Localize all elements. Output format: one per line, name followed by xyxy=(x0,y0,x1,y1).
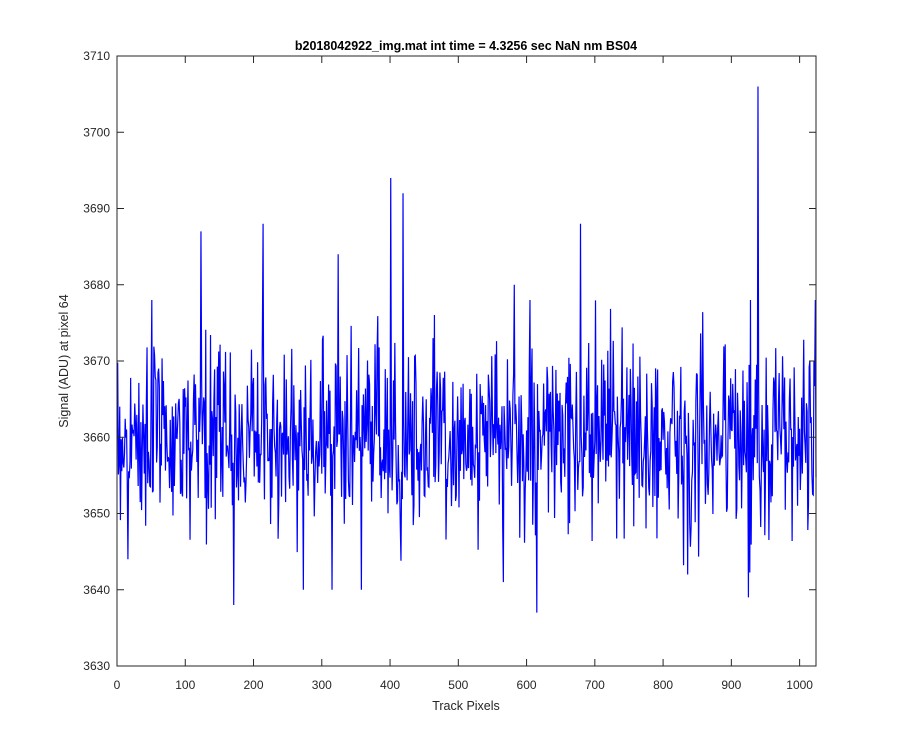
x-tick-label: 800 xyxy=(653,678,673,692)
x-tick-label: 1000 xyxy=(786,678,813,692)
x-tick-label: 200 xyxy=(244,678,264,692)
series-line xyxy=(117,86,817,613)
y-axis-label: Signal (ADU) at pixel 64 xyxy=(57,294,71,427)
y-tick-label: 3680 xyxy=(83,278,110,292)
x-tick-label: 400 xyxy=(380,678,400,692)
x-tick-label: 600 xyxy=(517,678,537,692)
y-tick-label: 3630 xyxy=(83,659,110,673)
axes-box xyxy=(116,55,817,667)
x-tick-label: 500 xyxy=(448,678,468,692)
chart-title: b2018042922_img.mat int time = 4.3256 se… xyxy=(295,39,637,53)
x-tick-label: 300 xyxy=(312,678,332,692)
x-tick-label: 900 xyxy=(721,678,741,692)
plot-area xyxy=(116,55,817,667)
x-axis-label: Track Pixels xyxy=(432,699,500,713)
x-tick-label: 100 xyxy=(175,678,195,692)
y-tick-label: 3710 xyxy=(83,49,110,63)
y-tick-label: 3700 xyxy=(83,125,110,139)
x-axis: 0 100 200 300 400 500 600 700 800 900 1000 xyxy=(114,56,813,692)
x-tick-label: 700 xyxy=(585,678,605,692)
y-tick-label: 3690 xyxy=(83,202,110,216)
y-tick-label: 3660 xyxy=(83,430,110,444)
y-tick-label: 3670 xyxy=(83,354,110,368)
y-axis: 3630 3640 3650 3660 3670 3680 3690 3700 3710 xyxy=(83,49,816,673)
x-tick-label: 0 xyxy=(114,678,121,692)
y-tick-label: 3650 xyxy=(83,507,110,521)
y-tick-label: 3640 xyxy=(83,583,110,597)
